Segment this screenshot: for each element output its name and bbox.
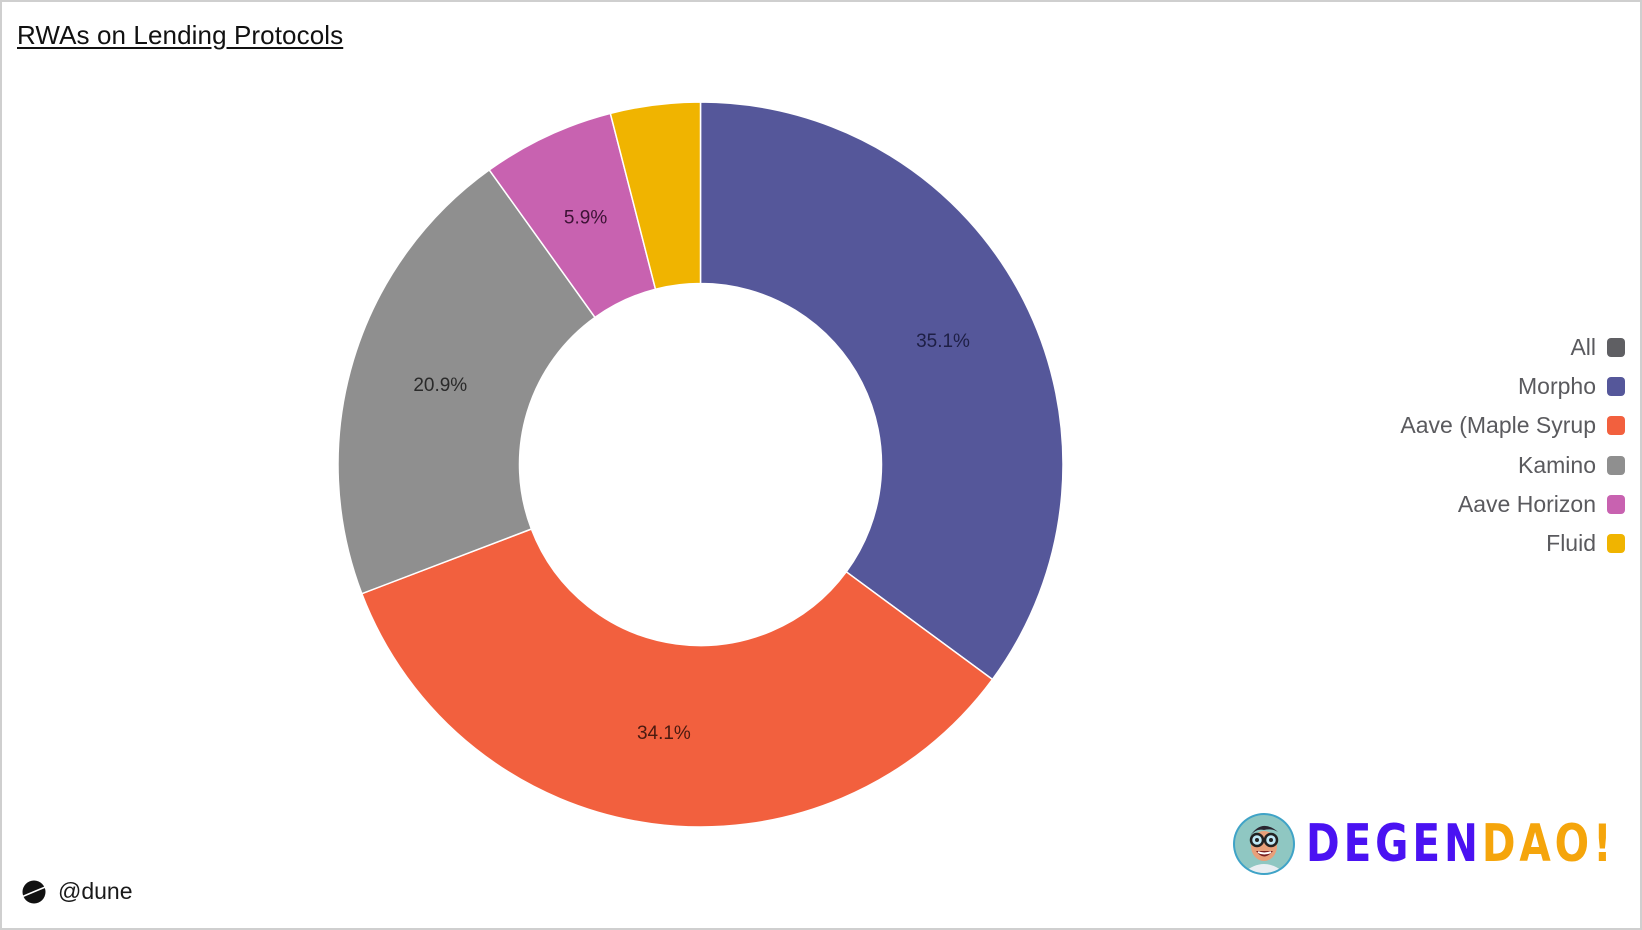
chart-title[interactable]: RWAs on Lending Protocols — [17, 20, 344, 50]
degendao-logo: DEGENDAO! — [1232, 812, 1642, 876]
dune-handle[interactable]: @dune — [58, 878, 133, 904]
degen-avatar-icon — [1233, 813, 1295, 875]
degendao-wordmark: DEGENDAO! — [1306, 818, 1615, 870]
legend-label: Aave Horizon — [1457, 490, 1596, 517]
legend-swatch — [1607, 377, 1625, 397]
dune-attribution: @dune — [22, 878, 133, 905]
legend-swatch — [1607, 416, 1625, 436]
legend-item-all[interactable]: All — [1325, 328, 1625, 367]
dune-logo-icon — [22, 880, 46, 903]
donut-slice-kamino[interactable] — [337, 168, 597, 595]
legend-swatch — [1607, 494, 1625, 514]
legend-label: Morpho — [1518, 373, 1596, 400]
donut-slice-morpho[interactable] — [699, 101, 1064, 681]
legend-item-kamino[interactable]: Kamino — [1325, 446, 1625, 485]
legend-item-fluid[interactable]: Fluid — [1325, 524, 1625, 563]
legend: All Morpho Aave (Maple Syrup Kamino Aave… — [1325, 328, 1625, 563]
legend-swatch — [1607, 534, 1625, 554]
legend-swatch — [1607, 338, 1625, 358]
legend-label: Kamino — [1518, 451, 1596, 478]
legend-item-morpho[interactable]: Morpho — [1325, 367, 1625, 406]
slice-value-label: 20.9% — [413, 375, 467, 396]
slice-value-label: 34.1% — [637, 723, 691, 744]
legend-label: Aave (Maple Syrup — [1400, 412, 1596, 439]
donut-slice-fluid[interactable] — [609, 101, 702, 291]
slice-value-label: 35.1% — [916, 331, 970, 352]
legend-label: Fluid — [1546, 530, 1596, 557]
legend-item-aave-horizon[interactable]: Aave Horizon — [1325, 485, 1625, 524]
legend-label: All — [1570, 334, 1596, 361]
degen-text: DEGEN — [1306, 814, 1482, 874]
legend-swatch — [1607, 455, 1625, 475]
slice-value-label: 5.9% — [564, 207, 607, 228]
dao-text: DAO! — [1481, 814, 1616, 874]
donut-slice-aave-maple-syrup[interactable] — [360, 528, 994, 828]
legend-item-aave-maple-syrup[interactable]: Aave (Maple Syrup — [1325, 406, 1625, 445]
